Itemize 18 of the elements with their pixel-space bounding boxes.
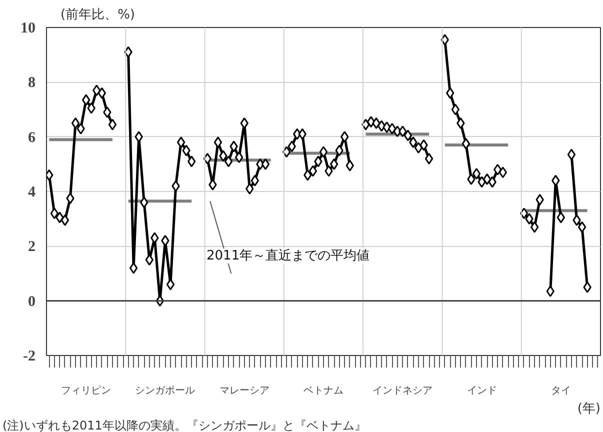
annotation: 2011年～直近までの平均値: [206, 248, 370, 264]
x-axis-title: (年): [577, 402, 601, 416]
y-tick-label: 0: [28, 294, 36, 310]
x-tick-label: インドネシア: [372, 386, 433, 396]
y-tick-label: 8: [28, 75, 36, 92]
x-tick-label: マレーシア: [219, 386, 270, 396]
x-tick-label: ベトナム: [304, 386, 344, 396]
x-tick-label: フィリピン: [61, 386, 112, 396]
x-tick-label: シンガポール: [135, 386, 196, 396]
y-tick-label: 10: [20, 20, 36, 36]
x-tick-label: タイ: [550, 386, 571, 396]
y-tick-label: 2: [28, 239, 36, 256]
y-axis-title: (前年比、%): [60, 8, 135, 22]
y-tick-label: -2: [23, 348, 36, 364]
y-tick-label: 6: [28, 130, 36, 146]
text: (注)いずれも2011年以降の実績。『シンガポール』と『ベトナム』: [2, 418, 366, 432]
x-tick-label: インド: [466, 386, 497, 396]
y-tick-label: 4: [28, 184, 36, 200]
